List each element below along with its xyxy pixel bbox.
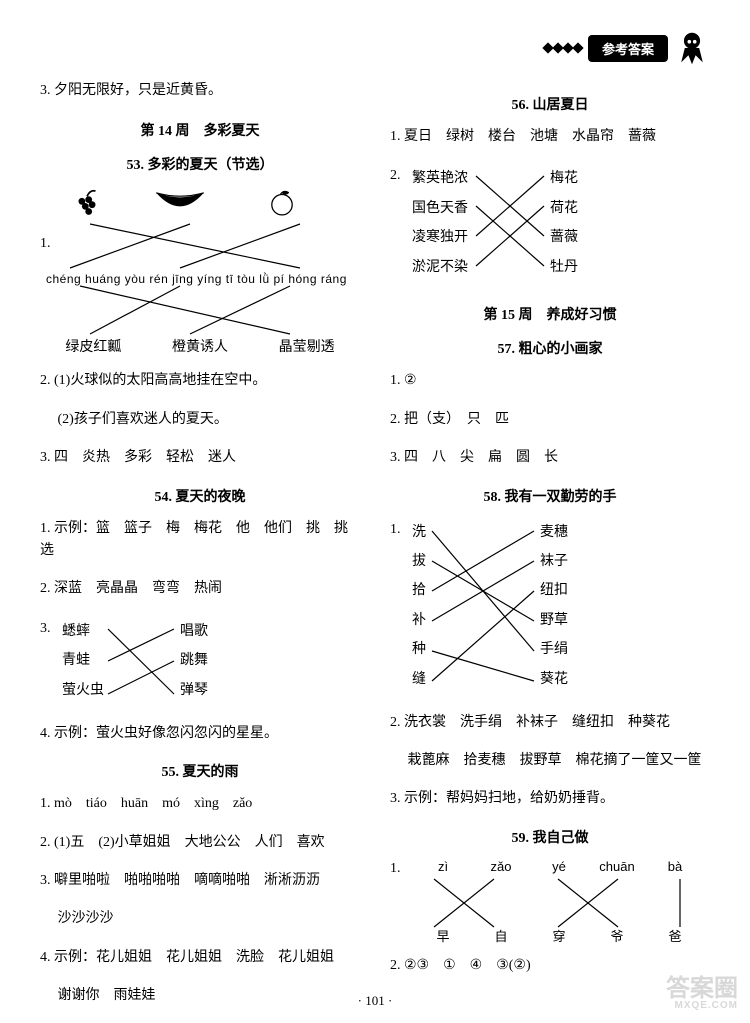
match-left: 萤火虫 (62, 676, 104, 705)
text-line: 3. 噼里啪啦 啪啪啪啪 嘀嘀啪啪 淅淅沥沥 (40, 870, 360, 892)
match-right: 荷花 (550, 194, 578, 223)
pinyin: bà (646, 859, 704, 874)
section-heading: 55. 夏天的雨 (40, 761, 360, 781)
match-left: 蟋蟀 (62, 617, 104, 646)
week-heading: 第 14 周 多彩夏天 (40, 120, 360, 140)
hanzi: 穿 (530, 926, 588, 945)
text-line: 3. 夕阳无限好，只是近黄昏。 (40, 80, 360, 102)
pinyin: zì (414, 859, 472, 874)
match-left: 补 (412, 606, 426, 635)
match-left: 繁英艳浓 (412, 164, 468, 193)
pinyin: chuān (588, 859, 646, 874)
section-heading: 59. 我自己做 (390, 827, 710, 847)
diamond-decor (544, 44, 582, 52)
hanzi: 自 (472, 926, 530, 945)
match-right: 麦穗 (540, 518, 568, 547)
watermark-main: 答案圈 (666, 977, 738, 1001)
pinyin: zǎo (472, 859, 530, 874)
q1-label: 1. (40, 236, 51, 252)
section-heading: 57. 粗心的小画家 (390, 338, 710, 358)
match-right: 跳舞 (180, 646, 208, 675)
s54-matching: 3. 蟋蟀 青蛙 萤火虫 唱歌 跳舞 弹琴 (40, 617, 360, 709)
match-left: 拔 (412, 547, 426, 576)
text-line: 沙沙沙沙 (40, 908, 360, 930)
watermark: 答案圈 MXQE.COM (666, 977, 738, 1011)
match-left: 凌寒独开 (412, 223, 468, 252)
match-left: 青蛙 (62, 646, 104, 675)
text-line: 3. 四 八 尖 扁 圆 长 (390, 447, 710, 469)
match-right: 牡丹 (550, 253, 578, 282)
phrase-row: 绿皮红瓤 橙黄诱人 晶莹剔透 (40, 336, 360, 356)
match-right: 弹琴 (180, 676, 208, 705)
section-heading: 53. 多彩的夏天（节选） (40, 154, 360, 174)
page-number: · 101 · (0, 993, 750, 1009)
text-line: 3. 示例：帮妈妈扫地，给奶奶捶背。 (390, 788, 710, 810)
match-left: 缝 (412, 665, 426, 694)
text-line: 1. mò tiáo huān mó xìng zǎo (40, 793, 360, 815)
answer-tag: 参考答案 (588, 35, 668, 62)
header-banner: 参考答案 (544, 30, 710, 66)
hanzi: 早 (414, 926, 472, 945)
match-right: 蔷薇 (550, 223, 578, 252)
orange-icon (265, 186, 299, 220)
match-left: 淤泥不染 (412, 253, 468, 282)
pinyin: yé (530, 859, 588, 874)
right-column: 56. 山居夏日 1. 夏日 绿树 楼台 池塘 水晶帘 蔷薇 2. 繁英艳浓 国… (390, 80, 710, 1023)
text-line: 4. 示例：花儿姐姐 花儿姐姐 洗脸 花儿姐姐 (40, 947, 360, 969)
q3-label: 3. (40, 621, 51, 637)
text-line: 2. 把（支） 只 匹 (390, 409, 710, 431)
q1-label: 1. (390, 861, 401, 877)
hanzi: 爸 (646, 926, 704, 945)
match-left: 种 (412, 635, 426, 664)
text-line: 栽蓖麻 拾麦穗 拔野草 棉花摘了一筐又一筐 (390, 750, 710, 772)
text-line: 2. (1)五 (2)小草姐姐 大地公公 人们 喜欢 (40, 832, 360, 854)
s58-matching: 1. 洗 拔 拾 补 种 缝 麦穗 袜子 纽扣 野草 手绢 葵花 (390, 518, 710, 698)
match-left: 洗 (412, 518, 426, 547)
section-heading: 58. 我有一双勤劳的手 (390, 486, 710, 506)
q1-matching: 1. chéng huáng yòu rén jīng yíng tī tòu … (40, 186, 360, 356)
text-line: 2. (1)火球似的太阳高高地挂在空中。 (40, 370, 360, 392)
watermark-sub: MXQE.COM (666, 1001, 738, 1011)
match-right: 野草 (540, 606, 568, 635)
s56-matching: 2. 繁英艳浓 国色天香 凌寒独开 淤泥不染 梅花 荷花 蔷薇 牡丹 (390, 164, 710, 286)
text-line: 1. ② (390, 370, 710, 392)
week-heading: 第 15 周 养成好习惯 (390, 304, 710, 324)
watermelon-icon (148, 186, 212, 220)
match-right: 梅花 (550, 164, 578, 193)
hanzi: 爷 (588, 926, 646, 945)
text-line: 2. 深蓝 亮晶晶 弯弯 热闹 (40, 578, 360, 600)
match-right: 袜子 (540, 547, 568, 576)
text-line: 3. 四 炎热 多彩 轻松 迷人 (40, 447, 360, 469)
text-line: 1. 夏日 绿树 楼台 池塘 水晶帘 蔷薇 (390, 126, 710, 148)
grape-icon (70, 186, 104, 220)
match-right: 手绢 (540, 635, 568, 664)
phrase: 晶莹剔透 (279, 336, 335, 356)
match-right: 葵花 (540, 665, 568, 694)
mascot-icon (674, 30, 710, 66)
text-line: (2)孩子们喜欢迷人的夏天。 (40, 409, 360, 431)
section-heading: 54. 夏天的夜晚 (40, 486, 360, 506)
match-right: 纽扣 (540, 576, 568, 605)
match-left: 拾 (412, 576, 426, 605)
left-column: 3. 夕阳无限好，只是近黄昏。 第 14 周 多彩夏天 53. 多彩的夏天（节选… (40, 80, 360, 1023)
match-left: 国色天香 (412, 194, 468, 223)
q1-label: 1. (390, 522, 401, 538)
section-heading: 56. 山居夏日 (390, 94, 710, 114)
s59-matching: 1. zì zǎo yé chuān bà 早 自 穿 爷 爸 (390, 859, 710, 945)
match-right: 唱歌 (180, 617, 208, 646)
text-line: 2. ②③ ① ④ ③(②) (390, 955, 710, 977)
phrase: 橙黄诱人 (172, 336, 228, 356)
pinyin-row: chéng huáng yòu rén jīng yíng tī tòu lǜ … (46, 272, 360, 286)
text-line: 4. 示例：萤火虫好像忽闪忽闪的星星。 (40, 723, 360, 745)
phrase: 绿皮红瓤 (65, 336, 121, 356)
content-columns: 3. 夕阳无限好，只是近黄昏。 第 14 周 多彩夏天 53. 多彩的夏天（节选… (40, 80, 710, 1023)
fruit-row (50, 186, 360, 225)
text-line: 2. 洗衣裳 洗手绢 补袜子 缝纽扣 种葵花 (390, 712, 710, 734)
text-line: 1. 示例：篮 篮子 梅 梅花 他 他们 挑 挑选 (40, 518, 360, 563)
q2-label: 2. (390, 168, 401, 184)
